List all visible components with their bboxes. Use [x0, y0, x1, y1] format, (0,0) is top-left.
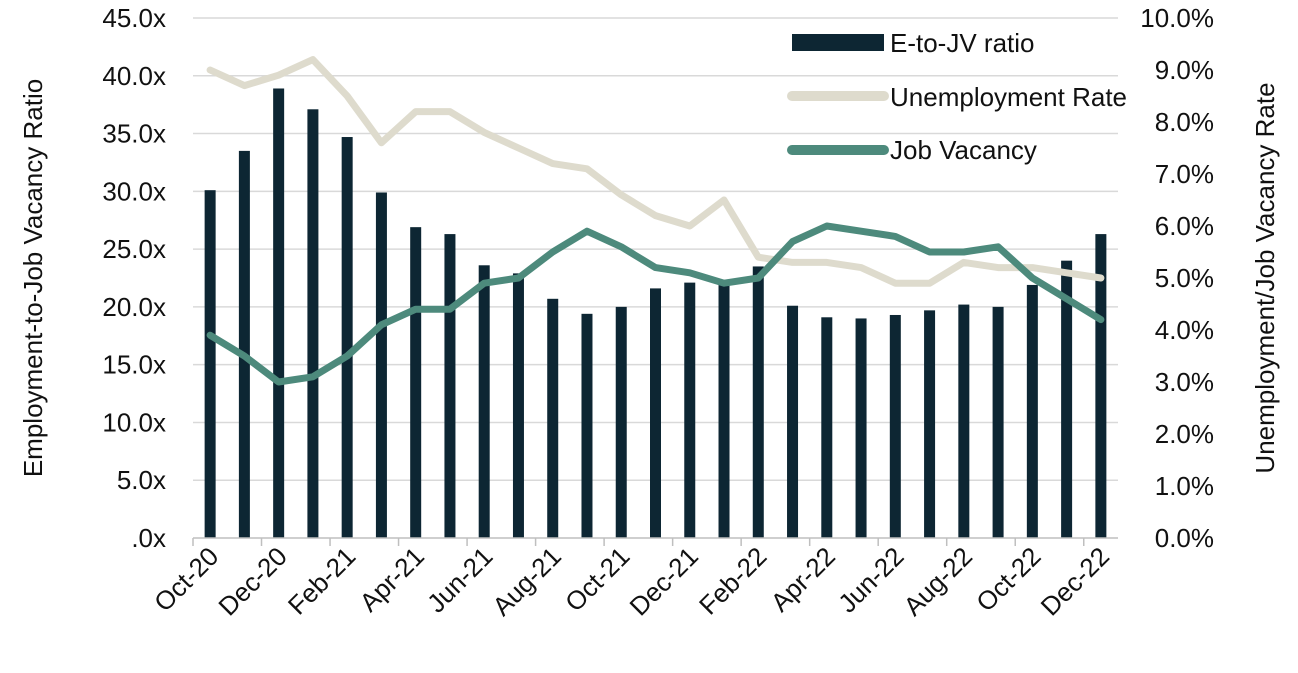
bar [410, 227, 422, 538]
right-tick-label: 0.0% [1155, 523, 1214, 553]
left-tick-label: 20.0x [102, 292, 166, 322]
right-tick-label: 8.0% [1155, 107, 1214, 137]
bar [821, 317, 833, 538]
bar-series-e-to-jv-ratio [204, 88, 1107, 539]
left-tick-label: 25.0x [102, 234, 166, 264]
bar [958, 304, 970, 538]
right-axis-tick-labels: 0.0% 1.0% 2.0% 3.0% 4.0% 5.0% 6.0% 7.0% 8.0% 9.0%… [1140, 3, 1214, 553]
x-tick-label: Dec-21 [624, 541, 704, 621]
left-tick-label: 10.0x [102, 407, 166, 437]
x-tick-label: Oct-21 [559, 541, 635, 617]
bar [718, 283, 730, 538]
x-axis-tick-labels: Oct-20Dec-20Feb-21Apr-21Jun-21Aug-21Oct-… [148, 541, 1115, 621]
bar [787, 305, 799, 538]
bar [307, 109, 319, 539]
right-tick-label: 5.0% [1155, 263, 1214, 293]
bar [478, 265, 490, 538]
bar [238, 150, 250, 538]
bar [1095, 234, 1107, 539]
bar [615, 306, 627, 538]
legend-label-e-to-jv-ratio: E-to-JV ratio [890, 28, 1035, 58]
bar [855, 318, 867, 538]
bar [650, 288, 661, 538]
right-tick-label: 9.0% [1155, 55, 1214, 85]
left-tick-label: 45.0x [102, 3, 166, 33]
bar [341, 137, 353, 538]
bar [1061, 260, 1073, 538]
right-axis-title: Unemployment/Job Vacancy Rate [1250, 82, 1280, 473]
left-axis-title: Employment-to-Job Vacancy Ratio [18, 79, 48, 477]
bar [375, 192, 387, 538]
x-tick-label: Apr-21 [354, 541, 430, 617]
bar [924, 310, 936, 538]
x-tick-label: Feb-22 [693, 541, 772, 620]
x-tick-label: Dec-20 [212, 541, 292, 621]
right-tick-label: 1.0% [1155, 471, 1214, 501]
x-tick-label: Jun-22 [832, 541, 909, 618]
left-tick-label: 30.0x [102, 176, 166, 206]
left-tick-label: 40.0x [102, 61, 166, 91]
right-tick-label: 3.0% [1155, 367, 1214, 397]
x-tick-label: Aug-21 [486, 541, 566, 621]
x-tick-label: Apr-22 [765, 541, 841, 617]
series-line-job-vacancy [206, 222, 1105, 386]
right-tick-label: 4.0% [1155, 315, 1214, 345]
bar [581, 313, 593, 538]
bar [1026, 284, 1038, 538]
left-tick-label: 15.0x [102, 350, 166, 380]
legend-label-job-vacancy: Job Vacancy [890, 135, 1037, 165]
legend: E-to-JV ratio Unemployment Rate Job Vaca… [787, 28, 1127, 165]
left-tick-label: 35.0x [102, 119, 166, 149]
bar [273, 88, 285, 538]
left-axis-tick-labels: .0x 5.0x 10.0x 15.0x 20.0x 25.0x 30.0x 35.0x 40.… [102, 3, 166, 553]
legend-label-unemployment-rate: Unemployment Rate [890, 82, 1127, 112]
right-tick-label: 10.0% [1140, 3, 1214, 33]
x-tick-label: Dec-22 [1035, 541, 1115, 621]
bar [204, 190, 216, 538]
x-tick-label: Feb-21 [282, 541, 361, 620]
x-tick-label: Aug-22 [898, 541, 978, 621]
series-line-unemployment-rate [206, 56, 1105, 287]
right-tick-label: 7.0% [1155, 159, 1214, 189]
bar [444, 234, 456, 539]
bar [547, 298, 559, 538]
bar [512, 273, 524, 538]
x-tick-label: Oct-22 [970, 541, 1046, 617]
bar [889, 314, 901, 538]
legend-swatch-e-to-jv-ratio [792, 34, 884, 51]
left-tick-label: 5.0x [117, 465, 166, 495]
right-tick-label: 6.0% [1155, 211, 1214, 241]
left-tick-label: .0x [131, 523, 166, 553]
bar [752, 266, 764, 538]
x-tick-label: Jun-21 [421, 541, 498, 618]
right-tick-label: 2.0% [1155, 419, 1214, 449]
bar [684, 282, 696, 538]
bar [992, 306, 1004, 538]
line-series [206, 56, 1105, 386]
axes [192, 537, 1118, 546]
